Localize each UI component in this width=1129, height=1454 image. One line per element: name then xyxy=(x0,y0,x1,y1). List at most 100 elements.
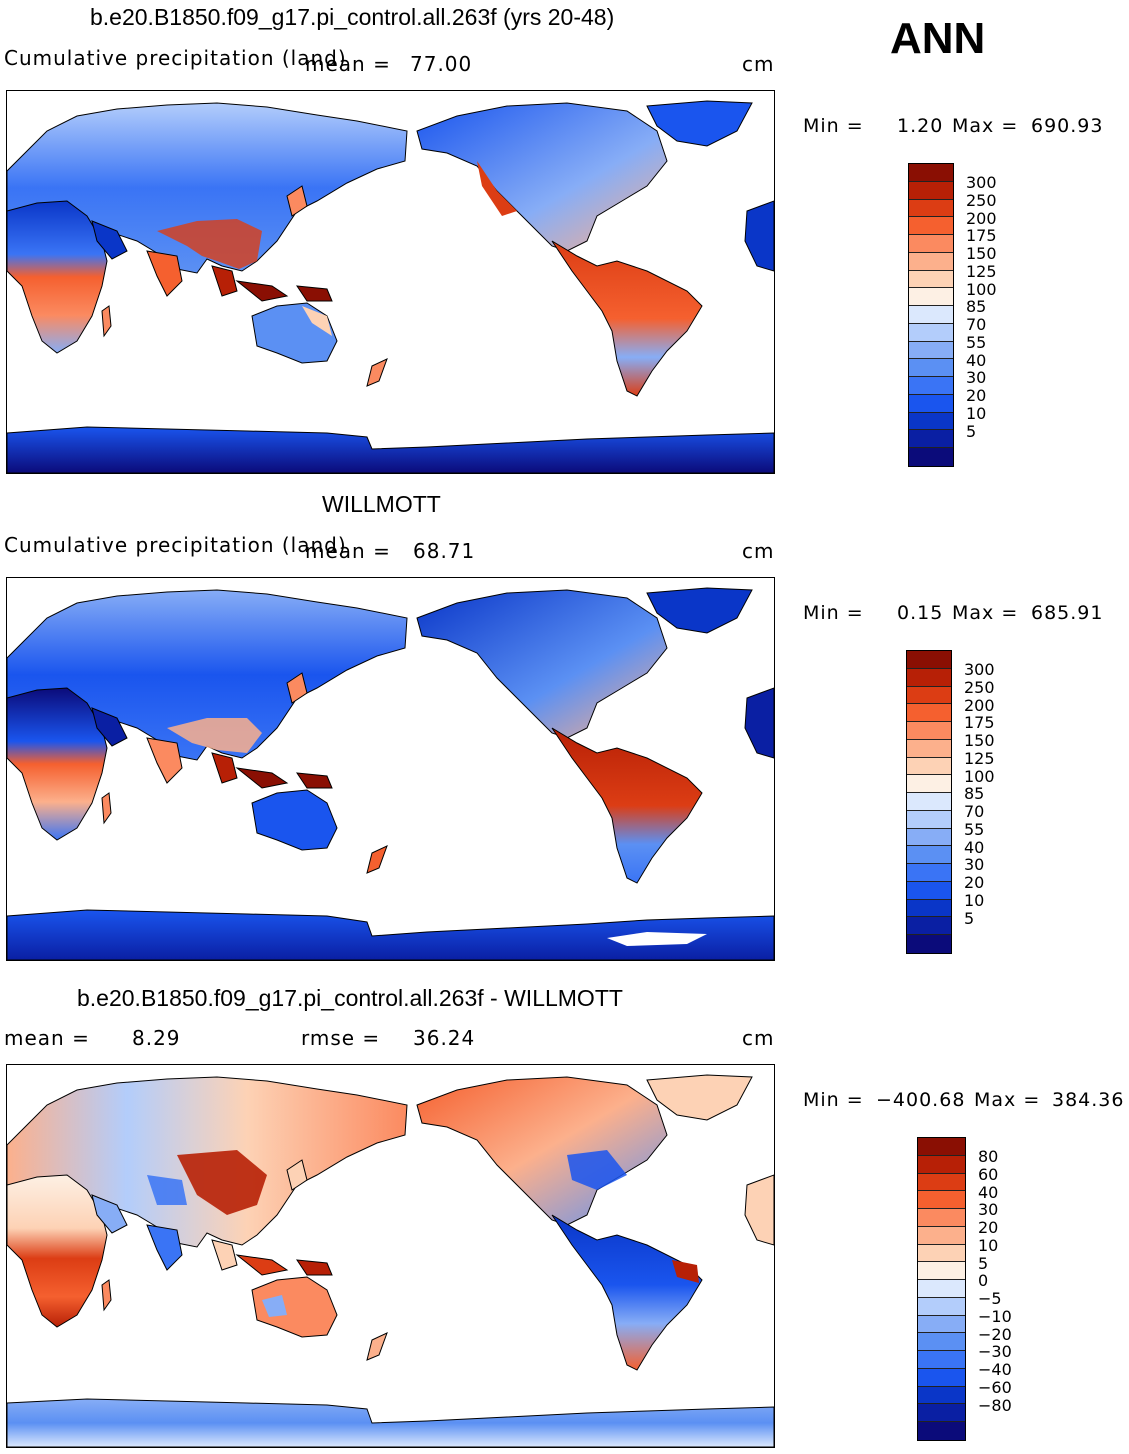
colorbar-swatch xyxy=(907,864,951,882)
colorbar-tick-label: 300 xyxy=(966,173,997,192)
colorbar-swatch xyxy=(909,235,953,253)
colorbar-tick-label: 300 xyxy=(964,660,995,679)
colorbar-swatch xyxy=(918,1386,965,1405)
colorbar-swatch xyxy=(918,1351,965,1369)
colorbar-tick-label: 85 xyxy=(964,784,985,804)
panel1-map xyxy=(6,90,775,474)
colorbar-tick-label: 175 xyxy=(966,226,997,246)
colorbar-tick-label: 85 xyxy=(966,297,987,317)
colorbar-swatch xyxy=(907,775,951,793)
colorbar-swatch xyxy=(907,722,951,740)
colorbar-swatch xyxy=(918,1262,965,1280)
colorbar-tick-label: 5 xyxy=(966,421,977,441)
colorbar-tick-label: 40 xyxy=(964,837,985,857)
colorbar-swatch xyxy=(909,217,953,235)
colorbar-swatch xyxy=(918,1138,965,1156)
colorbar-tick-label: 55 xyxy=(964,819,985,839)
colorbar-swatch xyxy=(907,704,951,722)
colorbar-tick-label: 80 xyxy=(978,1147,999,1166)
colorbar-swatch xyxy=(918,1368,965,1387)
colorbar-swatch xyxy=(909,448,953,466)
panel2-min-value: 0.15 xyxy=(897,602,944,624)
colorbar-swatch xyxy=(918,1280,965,1298)
colorbar-tick-label: 150 xyxy=(966,244,997,264)
colorbar-swatch xyxy=(909,323,953,342)
colorbar-swatch xyxy=(918,1404,965,1422)
colorbar-tick-label: 10 xyxy=(966,403,987,423)
colorbar-swatch xyxy=(918,1297,965,1316)
colorbar-tick-label: 200 xyxy=(966,208,997,228)
panel3-min-value: −400.68 xyxy=(876,1089,966,1111)
panel1-colorbar xyxy=(908,163,954,467)
colorbar-swatch xyxy=(918,1422,965,1440)
colorbar-tick-label: 20 xyxy=(978,1218,999,1238)
colorbar-tick-label: 40 xyxy=(978,1182,999,1202)
panel2-mean-label: mean = xyxy=(305,539,391,563)
colorbar-swatch xyxy=(909,270,953,289)
panel2-colorbar-labels: 300 250 200 175 150 125 100 85 70 55 40 30 20 10 5 xyxy=(964,660,1014,940)
colorbar-tick-label: 200 xyxy=(964,695,995,715)
panel1-min-value: 1.20 xyxy=(897,115,944,137)
panel3-mean-label: mean = xyxy=(4,1026,90,1050)
season-label: ANN xyxy=(890,14,986,63)
colorbar-swatch xyxy=(907,846,951,864)
panel2-max-label: Max = xyxy=(952,602,1019,624)
colorbar-swatch xyxy=(909,252,953,271)
colorbar-swatch xyxy=(909,181,953,200)
panel3-map xyxy=(6,1064,775,1448)
panel1-colorbar-labels: 300 250 200 175 150 125 100 85 70 55 40 30 20 10 5 xyxy=(966,173,1016,453)
colorbar-swatch xyxy=(907,810,951,829)
colorbar-swatch xyxy=(918,1244,965,1263)
colorbar-swatch xyxy=(907,793,951,811)
colorbar-tick-label: 30 xyxy=(978,1200,999,1220)
panel2-mean-value: 68.71 xyxy=(413,539,476,563)
colorbar-swatch xyxy=(918,1155,965,1174)
colorbar-swatch xyxy=(909,412,953,431)
colorbar-swatch xyxy=(909,341,953,360)
panel3-title: b.e20.B1850.f09_g17.pi_control.all.263f … xyxy=(77,985,623,1011)
colorbar-tick-label: 60 xyxy=(978,1164,999,1184)
panel3-colorbar xyxy=(917,1137,966,1441)
colorbar-tick-label: −80 xyxy=(978,1395,1012,1415)
colorbar-tick-label: 5 xyxy=(964,908,975,928)
colorbar-tick-label: −20 xyxy=(978,1324,1012,1344)
colorbar-swatch xyxy=(909,164,953,182)
colorbar-tick-label: 175 xyxy=(964,713,995,733)
colorbar-tick-label: 20 xyxy=(964,873,985,893)
colorbar-tick-label: 10 xyxy=(964,890,985,910)
panel3-colorbar-labels: 80 60 40 30 20 10 5 0 −5 −10 −20 −30 −40 −60 −80 xyxy=(978,1147,1028,1427)
colorbar-swatch xyxy=(907,828,951,847)
panel2-colorbar xyxy=(906,650,952,954)
colorbar-tick-label: 0 xyxy=(978,1271,989,1291)
colorbar-swatch xyxy=(918,1209,965,1227)
panel3-max-label: Max = xyxy=(974,1089,1041,1111)
colorbar-tick-label: 150 xyxy=(964,731,995,751)
colorbar-tick-label: 100 xyxy=(964,766,995,786)
panel2-subtitle: Cumulative precipitation (land) xyxy=(4,533,347,557)
colorbar-tick-label: −60 xyxy=(978,1377,1012,1397)
panel3-rmse-value: 36.24 xyxy=(413,1026,476,1050)
colorbar-tick-label: −30 xyxy=(978,1342,1012,1362)
colorbar-swatch xyxy=(918,1173,965,1192)
panel2-title: WILLMOTT xyxy=(322,491,441,517)
colorbar-swatch xyxy=(909,430,953,448)
colorbar-swatch xyxy=(907,935,951,953)
colorbar-swatch xyxy=(907,739,951,758)
colorbar-tick-label: 250 xyxy=(964,677,995,697)
colorbar-swatch xyxy=(907,668,951,687)
colorbar-swatch xyxy=(909,377,953,395)
panel3-rmse-label: rmse = xyxy=(301,1026,381,1050)
panel3-mean-value: 8.29 xyxy=(132,1026,181,1050)
colorbar-swatch xyxy=(918,1315,965,1334)
colorbar-tick-label: 30 xyxy=(966,368,987,388)
colorbar-swatch xyxy=(918,1191,965,1209)
colorbar-tick-label: 10 xyxy=(978,1235,999,1255)
colorbar-tick-label: 250 xyxy=(966,190,997,210)
colorbar-swatch xyxy=(909,306,953,324)
colorbar-swatch xyxy=(909,359,953,377)
colorbar-tick-label: −40 xyxy=(978,1360,1012,1380)
colorbar-tick-label: 70 xyxy=(964,802,985,822)
panel1-min-label: Min = xyxy=(803,115,864,137)
colorbar-swatch xyxy=(909,199,953,218)
colorbar-swatch xyxy=(918,1333,965,1351)
